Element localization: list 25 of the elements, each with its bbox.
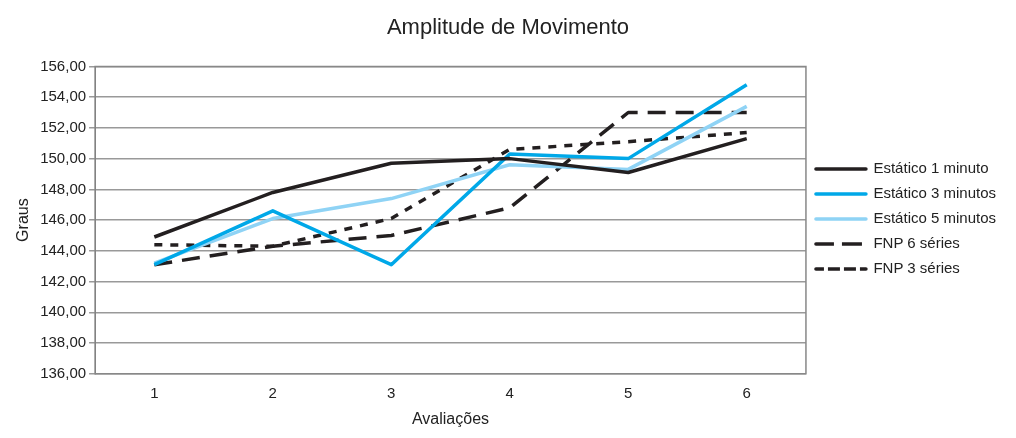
x-tick-label: 5 xyxy=(624,383,633,401)
chart-title: Amplitude de Movimento xyxy=(386,14,630,40)
legend-label: Estático 5 minutos xyxy=(873,209,997,227)
legend-label: FNP 3 séries xyxy=(873,259,960,277)
x-tick-label: 2 xyxy=(268,383,277,401)
y-tick-label: 138,00 xyxy=(40,333,87,351)
x-tick-label: 6 xyxy=(742,383,751,401)
x-tick-label: 1 xyxy=(150,383,159,401)
legend-label: Estático 3 minutos xyxy=(873,184,997,202)
x-axis-title: Avaliações xyxy=(411,409,490,427)
y-tick-label: 136,00 xyxy=(40,363,87,381)
y-tick-label: 150,00 xyxy=(40,148,87,166)
legend-label: Estático 1 minuto xyxy=(873,159,989,177)
y-tick-label: 140,00 xyxy=(40,302,87,320)
y-tick-label: 148,00 xyxy=(40,179,87,197)
x-tick-label: 4 xyxy=(505,383,514,401)
y-tick-label: 142,00 xyxy=(40,271,87,289)
y-tick-label: 144,00 xyxy=(40,240,87,258)
legend-label: FNP 6 séries xyxy=(873,234,960,252)
x-tick-label: 3 xyxy=(387,383,396,401)
y-axis-title: Graus xyxy=(14,198,32,242)
y-tick-label: 152,00 xyxy=(40,118,87,136)
y-tick-label: 156,00 xyxy=(40,56,87,74)
y-tick-label: 154,00 xyxy=(40,87,87,105)
y-tick-label: 146,00 xyxy=(40,210,87,228)
